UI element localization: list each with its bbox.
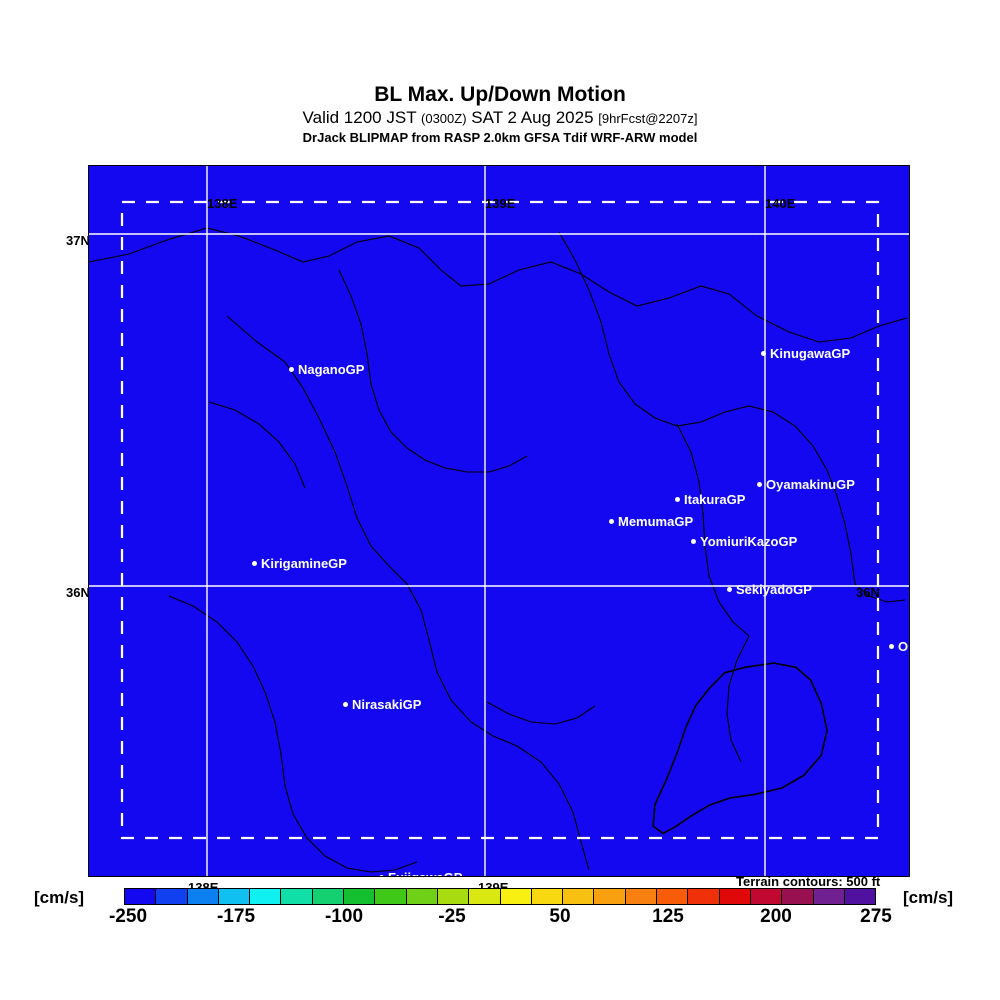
colorbar-segment: [125, 889, 157, 904]
boundary-line: [89, 227, 908, 343]
colorbar-segment: [657, 889, 689, 904]
colorbar-unit-right: [cm/s]: [903, 888, 954, 907]
lon-label: 140E: [765, 196, 796, 211]
forecast-tag: [9hrFcst@2207z]: [598, 111, 698, 126]
colorbar-segment: [218, 889, 251, 904]
boundary-line: [486, 701, 596, 725]
colorbar-segment: [844, 889, 876, 904]
colorbar-segment: [625, 889, 658, 904]
lon-label: 138E: [207, 196, 238, 211]
colorbar-segment: [375, 889, 407, 904]
colorbar-segment: [437, 889, 470, 904]
colorbar-segment: [563, 889, 595, 904]
colorbar-tick-label: 200: [760, 906, 792, 927]
valid-date: SAT 2 Aug 2025: [471, 108, 594, 127]
colorbar-segment: [344, 889, 376, 904]
colorbar-segment: [594, 889, 626, 904]
lat-label: 36N: [66, 585, 90, 600]
boundary-line: [676, 423, 750, 637]
boundary-line: [558, 231, 856, 585]
boundary-line: [726, 635, 750, 763]
model-line: DrJack BLIPMAP from RASP 2.0km GFSA Tdif…: [302, 130, 698, 145]
colorbar-segment: [750, 889, 783, 904]
boundary-line: [168, 595, 266, 693]
colorbar-segment: [719, 889, 751, 904]
colorbar-segment: [500, 889, 532, 904]
colorbar-segment: [281, 889, 313, 904]
colorbar-segment: [250, 889, 282, 904]
colorbar-segment: [782, 889, 814, 904]
colorbar-segment: [469, 889, 501, 904]
valid-prefix: Valid 1200 JST: [302, 108, 417, 127]
map-overlay: [89, 166, 909, 876]
lake-outline: [652, 662, 828, 835]
boundary-line: [324, 855, 418, 873]
colorbar-tick-label: -100: [324, 906, 364, 927]
valid-zulu: (0300Z): [421, 111, 467, 126]
boundary-line: [338, 269, 408, 449]
colorbar-segment: [312, 889, 345, 904]
lat-label: 36N: [856, 585, 880, 600]
terrain-contour-note: Terrain contours: 500 ft: [736, 874, 881, 889]
colorbar-scale[interactable]: [124, 888, 876, 905]
map-panel[interactable]: NaganoGP KinugawaGP OyamakinuGP ItakuraGP Me…: [88, 165, 910, 877]
colorbar-tick-label: -175: [216, 906, 256, 927]
colorbar-segment: [187, 889, 219, 904]
colorbar-unit-left: [cm/s]: [34, 888, 85, 907]
colorbar-segment: [156, 889, 188, 904]
colorbar-segment: [406, 889, 438, 904]
colorbar-segment: [531, 889, 564, 904]
colorbar-tick-label: 275: [860, 906, 892, 927]
colorbar-segment: [813, 889, 845, 904]
boundary-line: [226, 315, 590, 871]
colorbar-tick-label: -250: [108, 906, 148, 927]
boundary-line: [208, 401, 306, 489]
vertical-motion-field: [89, 166, 909, 876]
colorbar-tick-label: -25: [438, 906, 466, 927]
valid-time-line: Valid 1200 JST (0300Z) SAT 2 Aug 2025 [9…: [0, 108, 1000, 129]
page-title: BL Max. Up/Down Motion: [374, 83, 626, 106]
colorbar-tick-label: 50: [549, 906, 571, 927]
lat-label: 37N: [66, 233, 90, 248]
colorbar-panel: [cm/s] [cm/s] -250 -175 -100 -25 50 125 200 275: [0, 888, 1000, 927]
colorbar-segment: [688, 889, 720, 904]
lon-label: 139E: [485, 196, 516, 211]
title-block: BL Max. Up/Down Motion Valid 1200 JST (0…: [0, 84, 1000, 146]
boundary-line: [406, 447, 528, 473]
boundary-line: [264, 691, 326, 857]
colorbar-tick-label: 125: [652, 906, 684, 927]
